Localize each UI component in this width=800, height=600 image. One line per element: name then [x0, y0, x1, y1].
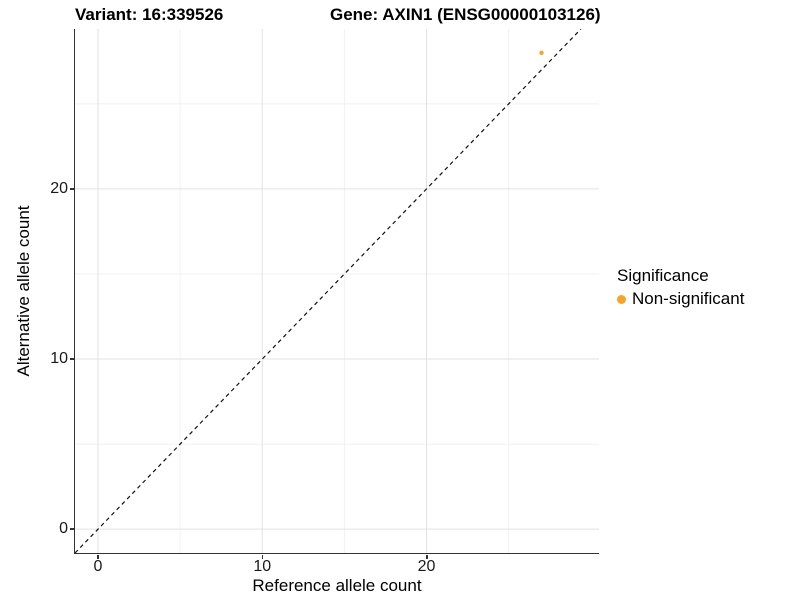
plot-canvas	[74, 29, 599, 553]
plot-title-variant: Variant: 16:339526	[75, 5, 224, 24]
plot-title-gene: Gene: AXIN1 (ENSG00000103126)	[330, 5, 601, 24]
x-axis-tick-label: 0	[93, 558, 103, 575]
data-point-non-significant	[538, 50, 544, 56]
identity-reference-line	[74, 29, 581, 553]
y-axis-tick	[69, 358, 74, 360]
y-axis-tick-label: 10	[50, 350, 68, 368]
legend: Significance Non-significant	[617, 266, 744, 309]
legend-entry-label: Non-significant	[632, 289, 745, 308]
x-axis-tick	[97, 554, 99, 559]
x-axis-tick-label: 20	[417, 558, 436, 575]
x-axis-title: Reference allele count	[252, 576, 422, 595]
x-axis-tick-label: 10	[253, 558, 272, 575]
legend-title: Significance	[617, 266, 709, 285]
plot-panel	[73, 29, 599, 554]
y-axis-tick	[69, 188, 74, 190]
y-axis-tick-label: 20	[50, 179, 68, 197]
legend-entry-non-significant: Non-significant	[617, 289, 744, 309]
x-axis-tick	[261, 554, 264, 559]
y-axis-tick-label: 0	[59, 520, 68, 538]
legend-point-icon	[617, 294, 626, 304]
y-axis-tick	[69, 528, 74, 530]
x-axis-tick	[426, 554, 428, 559]
